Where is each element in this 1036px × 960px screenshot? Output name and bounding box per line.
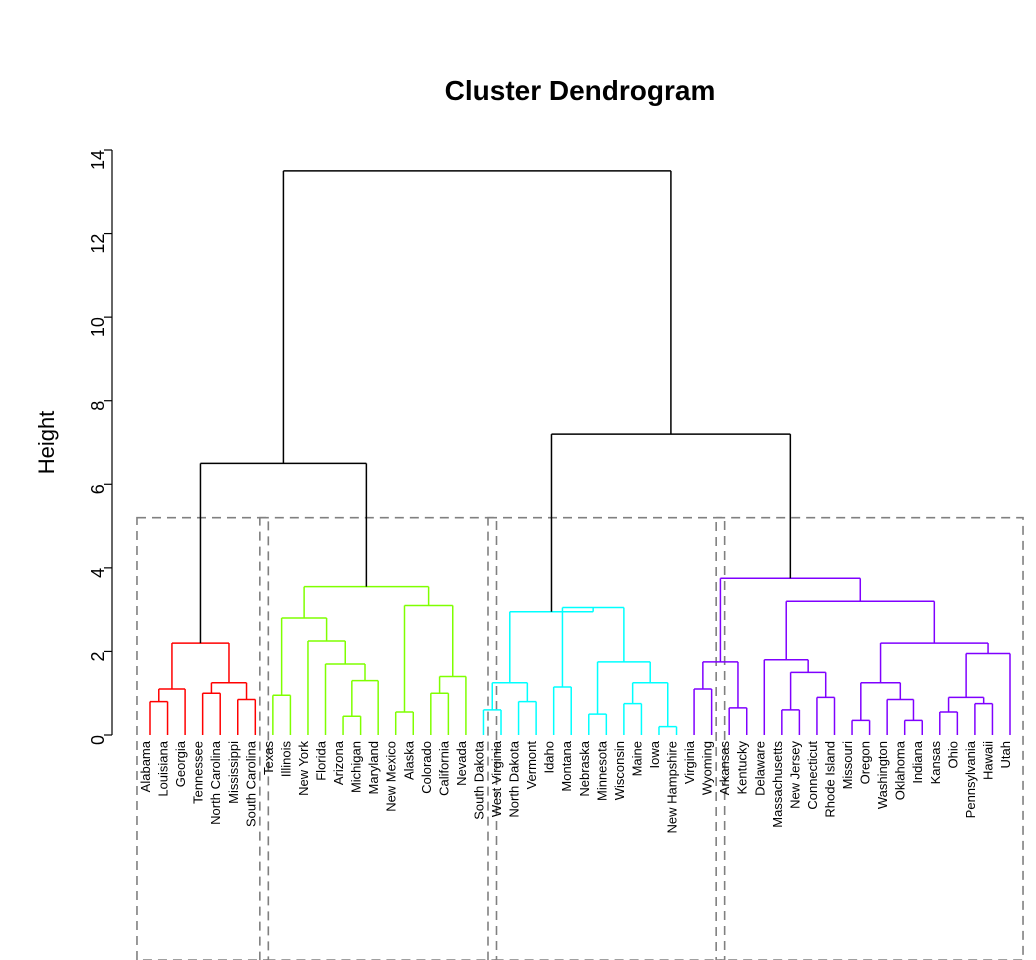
leaf-label: Colorado: [419, 741, 434, 794]
leaf-label: Georgia: [173, 740, 188, 787]
leaf-label: New York: [296, 741, 311, 796]
leaf-label: Mississippi: [226, 741, 241, 804]
leaf-label: Nebraska: [577, 740, 592, 796]
leaf-label: Iowa: [647, 740, 662, 768]
leaf-label: West Virginia: [489, 740, 504, 817]
leaf-label: South Carolina: [243, 740, 258, 827]
leaf-label: New Jersey: [787, 741, 802, 809]
leaf-label: North Dakota: [507, 740, 522, 817]
leaf-label: Utah: [998, 741, 1013, 768]
leaf-label: Arkansas: [717, 741, 732, 796]
leaf-label: Indiana: [910, 740, 925, 783]
leaf-label: Idaho: [542, 741, 557, 774]
leaf-label: Kentucky: [735, 741, 750, 795]
y-tick-label: 14: [88, 150, 108, 170]
leaf-label: Oklahoma: [893, 740, 908, 800]
leaf-label: Ohio: [945, 741, 960, 768]
leaf-label: Nevada: [454, 740, 469, 786]
leaf-label: Alabama: [138, 740, 153, 792]
leaf-label: Alaska: [401, 740, 416, 780]
leaf-label: Illinois: [278, 741, 293, 778]
leaf-label: North Carolina: [208, 740, 223, 825]
leaf-label: Texas: [261, 741, 276, 775]
leaf-label: Missouri: [840, 741, 855, 790]
y-tick-label: 10: [88, 317, 108, 337]
leaf-label: New Mexico: [384, 741, 399, 812]
y-axis-label: Height: [34, 411, 59, 475]
leaf-label: Oregon: [858, 741, 873, 784]
leaf-label: Massachusetts: [770, 741, 785, 828]
leaf-label: California: [436, 740, 451, 796]
leaf-label: Tennessee: [191, 741, 206, 804]
leaf-label: Michigan: [349, 741, 364, 793]
leaf-label: Montana: [559, 740, 574, 791]
leaf-label: Maryland: [366, 741, 381, 794]
leaf-label: Hawaii: [980, 741, 995, 780]
leaf-label: Florida: [314, 740, 329, 781]
y-tick-label: 6: [88, 484, 108, 494]
leaf-label: Virginia: [682, 740, 697, 784]
leaf-label: Louisiana: [156, 740, 171, 796]
leaf-label: Maine: [629, 741, 644, 776]
leaf-label: Kansas: [928, 741, 943, 785]
leaf-label: Pennsylvania: [963, 740, 978, 818]
chart-container: Cluster Dendrogram 0 2 4 6 8 10 12 14 Height Alaba…: [0, 0, 1036, 960]
leaf-label: Connecticut: [805, 741, 820, 810]
leaf-label: Arizona: [331, 740, 346, 785]
leaf-label: South Dakota: [471, 740, 486, 820]
y-tick-label: 12: [88, 234, 108, 254]
y-tick-label: 4: [88, 568, 108, 578]
chart-title: Cluster Dendrogram: [445, 75, 716, 106]
leaf-label: Rhode Island: [822, 741, 837, 818]
leaf-label: Delaware: [752, 741, 767, 796]
leaf-label: Washington: [875, 741, 890, 809]
leaf-label: Wyoming: [700, 741, 715, 795]
leaf-label: New Hampshire: [665, 741, 680, 833]
leaf-label: Wisconsin: [612, 741, 627, 800]
leaf-label: Minnesota: [594, 740, 609, 801]
y-tick-label: 2: [88, 651, 108, 661]
y-tick-label: 8: [88, 401, 108, 411]
leaf-label: Vermont: [524, 741, 539, 790]
y-tick-label: 0: [88, 735, 108, 745]
